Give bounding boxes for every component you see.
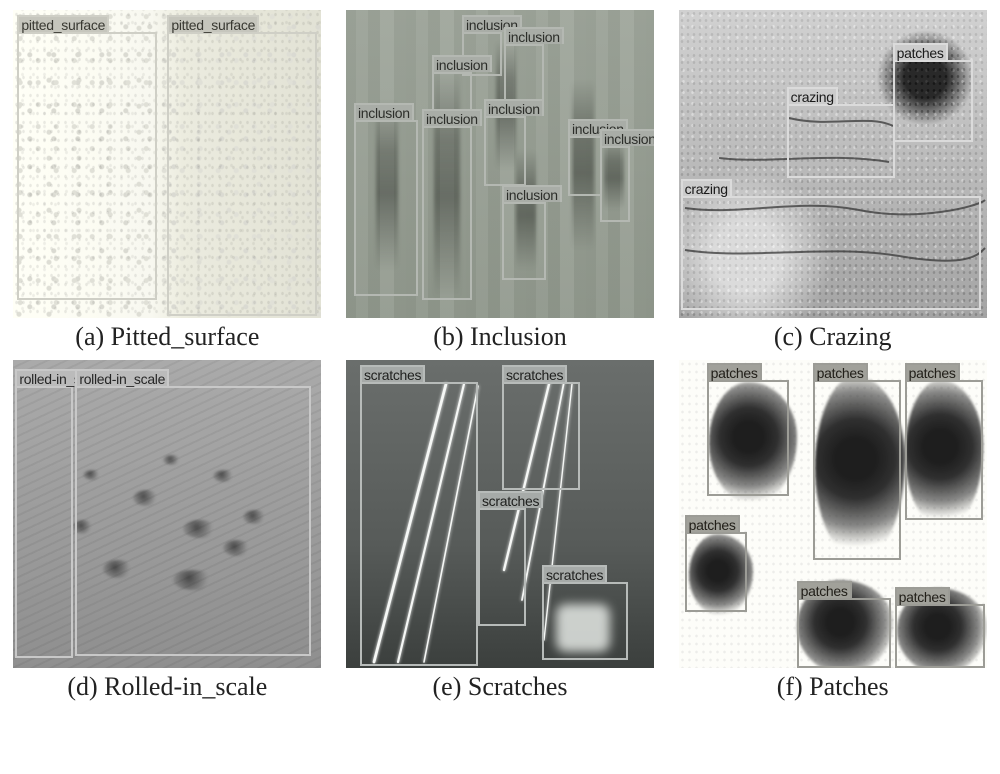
figure-cell-a: pitted_surfacepitted_surface(a) Pitted_s…	[10, 10, 325, 352]
bbox-label: scratches	[360, 365, 425, 382]
bbox-a-1: pitted_surface	[167, 32, 317, 316]
bbox-f-1: patches	[813, 380, 901, 560]
panel-caption-d: (d) Rolled-in_scale	[67, 672, 267, 702]
bbox-b-5: inclusion	[484, 116, 526, 186]
bbox-label: patches	[905, 363, 960, 380]
figure-cell-d: rolled-in_srolled-in_scale (d) Rolled-in_…	[10, 360, 325, 702]
bbox-label: patches	[895, 587, 950, 604]
figure-cell-b: inclusioninclusioninclusioninclusionincl…	[343, 10, 658, 352]
panel-caption-a: (a) Pitted_surface	[75, 322, 259, 352]
panel-b: inclusioninclusioninclusioninclusionincl…	[346, 10, 654, 318]
bbox-e-2: scratches	[478, 508, 526, 626]
bbox-label: crazing	[681, 179, 732, 196]
bbox-label: inclusion	[484, 99, 544, 116]
bbox-label: inclusion	[354, 103, 414, 120]
bbox-c-1: crazing	[787, 104, 895, 178]
panel-f: patchespatchespatchespatchespatchespatch…	[679, 360, 987, 668]
bbox-f-2: patches	[905, 380, 983, 520]
bbox-label: rolled-in_scale	[75, 369, 169, 386]
bbox-b-8: inclusion	[600, 146, 630, 222]
bbox-label: patches	[893, 43, 948, 60]
bbox-label: scratches	[502, 365, 567, 382]
bbox-e-1: scratches	[502, 382, 580, 490]
bbox-d-1: rolled-in_scale	[75, 386, 311, 656]
bbox-f-0: patches	[707, 380, 789, 496]
bbox-b-7: inclusion	[568, 136, 602, 196]
bbox-label: scratches	[542, 565, 607, 582]
bbox-label: patches	[813, 363, 868, 380]
bbox-label: inclusion	[432, 55, 492, 72]
bbox-e-3: scratches	[542, 582, 628, 660]
panel-caption-f: (f) Patches	[777, 672, 889, 702]
bbox-label: rolled-in_s	[15, 369, 84, 386]
bbox-e-0: scratches	[360, 382, 478, 666]
bbox-label: inclusion	[600, 129, 654, 146]
panel-c: patchescrazingcrazing	[679, 10, 987, 318]
panel-e: scratchesscratchesscratchesscratches	[346, 360, 654, 668]
bbox-label: crazing	[787, 87, 838, 104]
bbox-b-3: inclusion	[354, 120, 418, 296]
bbox-b-4: inclusion	[422, 126, 472, 300]
bbox-label: patches	[685, 515, 740, 532]
bbox-f-3: patches	[685, 532, 747, 612]
bbox-c-2: crazing	[681, 196, 981, 310]
panel-caption-c: (c) Crazing	[774, 322, 892, 352]
figure-cell-f: patchespatchespatchespatchespatchespatch…	[675, 360, 990, 702]
bbox-f-5: patches	[895, 604, 985, 668]
bbox-label: scratches	[478, 491, 543, 508]
bbox-label: pitted_surface	[167, 15, 259, 32]
bbox-b-1: inclusion	[504, 44, 544, 104]
bbox-label: patches	[707, 363, 762, 380]
bbox-label: inclusion	[422, 109, 482, 126]
bbox-d-0: rolled-in_s	[15, 386, 73, 658]
bbox-label: inclusion	[504, 27, 564, 44]
bbox-c-0: patches	[893, 60, 973, 142]
bbox-f-4: patches	[797, 598, 891, 668]
bbox-label: inclusion	[502, 185, 562, 202]
figure-cell-c: patchescrazingcrazing(c) Crazing	[675, 10, 990, 352]
figure-grid: pitted_surfacepitted_surface(a) Pitted_s…	[10, 10, 990, 702]
panel-d: rolled-in_srolled-in_scale	[13, 360, 321, 668]
bbox-b-6: inclusion	[502, 202, 546, 280]
bbox-label: patches	[797, 581, 852, 598]
panel-a: pitted_surfacepitted_surface	[13, 10, 321, 318]
bbox-a-0: pitted_surface	[17, 32, 157, 300]
bbox-label: pitted_surface	[17, 15, 109, 32]
panel-caption-b: (b) Inclusion	[433, 322, 567, 352]
panel-caption-e: (e) Scratches	[433, 672, 568, 702]
figure-cell-e: scratchesscratchesscratchesscratches(e) …	[343, 360, 658, 702]
